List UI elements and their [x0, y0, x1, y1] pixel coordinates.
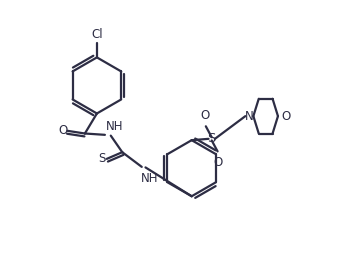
Text: O: O [201, 109, 210, 122]
Text: S: S [98, 152, 106, 165]
Text: N: N [245, 110, 253, 123]
Text: O: O [214, 156, 223, 169]
Text: O: O [282, 110, 291, 123]
Text: NH: NH [106, 120, 124, 133]
Text: Cl: Cl [91, 28, 103, 41]
Text: S: S [207, 132, 216, 145]
Text: O: O [58, 124, 67, 137]
Text: NH: NH [141, 172, 159, 185]
